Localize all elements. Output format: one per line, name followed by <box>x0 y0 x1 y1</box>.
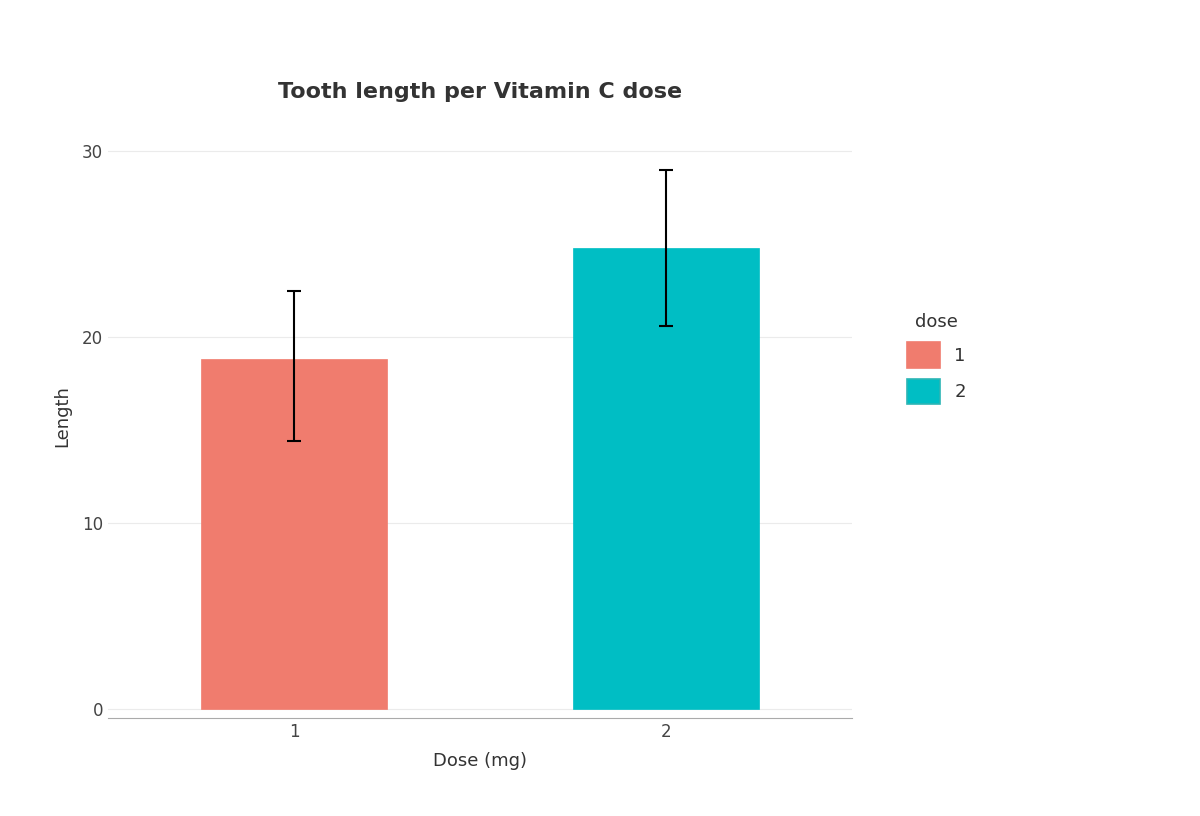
Bar <box>574 248 760 709</box>
Y-axis label: Length: Length <box>53 385 71 447</box>
Legend: 1, 2: 1, 2 <box>899 304 974 413</box>
X-axis label: Dose (mg): Dose (mg) <box>433 752 527 770</box>
Title: Tooth length per Vitamin C dose: Tooth length per Vitamin C dose <box>278 82 682 101</box>
Bar <box>202 360 386 709</box>
